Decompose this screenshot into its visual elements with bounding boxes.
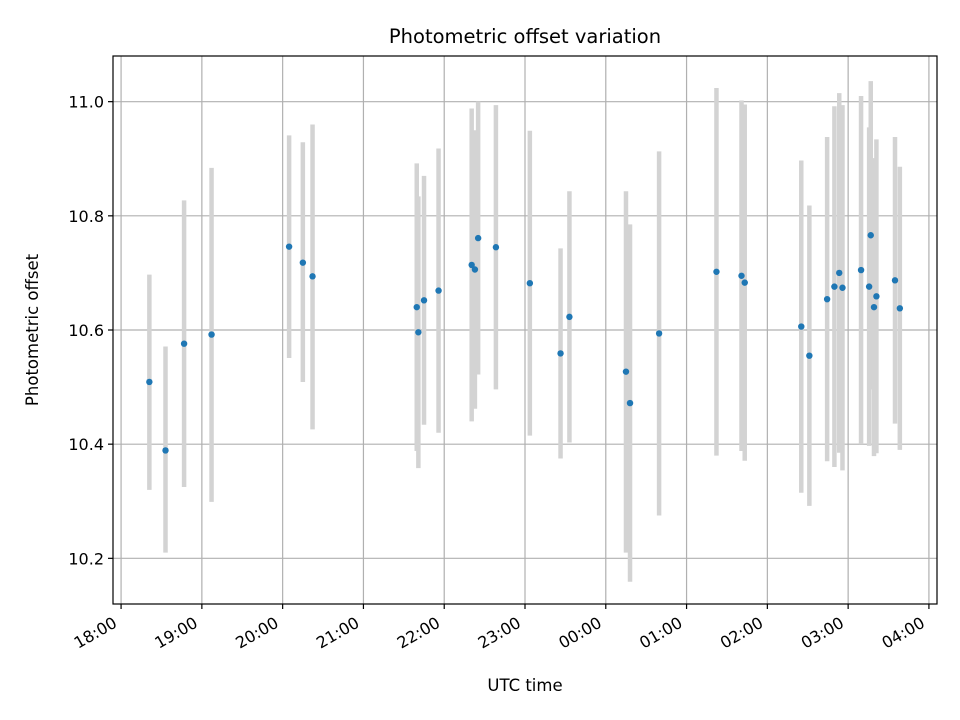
data-point: [823, 295, 831, 303]
y-axis-ticks: 10.2 10.4 10.6 10.8 11.0: [68, 93, 113, 568]
chart-title: Photometric offset variation: [389, 25, 661, 48]
data-point: [655, 330, 663, 337]
data-point: [474, 234, 482, 242]
data-point: [622, 368, 630, 375]
data-point: [713, 268, 720, 275]
data-point: [626, 399, 634, 407]
y-tick-label: 10.8: [68, 207, 104, 226]
data-point: [857, 266, 865, 274]
data-point: [180, 340, 188, 347]
y-tick-label: 10.6: [68, 321, 104, 340]
y-tick-label: 11.0: [68, 93, 104, 112]
data-point: [526, 279, 534, 287]
data-point: [299, 259, 307, 266]
grid: [113, 56, 937, 604]
data-point: [839, 284, 846, 291]
data-point: [420, 297, 428, 304]
data-point: [492, 244, 500, 251]
data-point: [891, 277, 899, 284]
data-point: [566, 313, 573, 321]
data-point: [806, 352, 813, 359]
y-axis-label: Photometric offset: [23, 253, 42, 406]
data-point: [415, 329, 422, 336]
y-tick-label: 10.4: [68, 435, 104, 454]
data-point: [865, 283, 873, 290]
data-point: [896, 305, 904, 312]
data-point: [557, 350, 564, 357]
data-point: [836, 269, 843, 277]
y-tick-label: 10.2: [68, 549, 104, 568]
data-point: [738, 272, 745, 279]
data-point: [208, 331, 215, 338]
x-axis-label: UTC time: [487, 676, 562, 695]
data-point: [741, 279, 748, 286]
data-point: [309, 273, 316, 280]
data-point: [285, 243, 293, 250]
data-point: [162, 447, 169, 454]
data-point: [413, 303, 420, 311]
data-point: [435, 287, 442, 294]
data-point: [873, 293, 880, 300]
data-point: [870, 303, 878, 311]
data-point: [867, 232, 874, 239]
data-point: [471, 266, 479, 273]
data-point: [798, 323, 805, 330]
data-point: [468, 261, 475, 269]
data-points: [146, 232, 904, 454]
data-point: [146, 378, 153, 386]
data-point: [831, 283, 838, 290]
